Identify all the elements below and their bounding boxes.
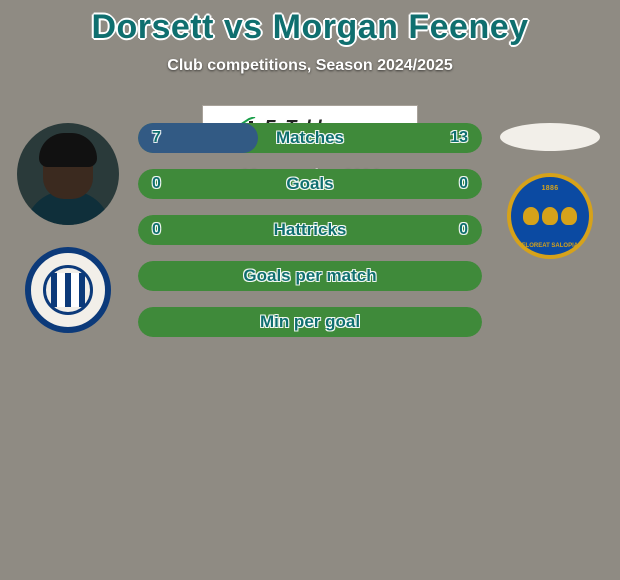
stat-bars: 713Matches 00Goals 00Hattricks Goals per ma…: [138, 123, 482, 353]
right-player-column: 1886 FLOREAT SALOPIA: [490, 105, 610, 259]
page-title: Dorsett vs Morgan Feeney: [0, 0, 620, 47]
left-player-avatar: [17, 123, 119, 225]
stat-label: Matches: [138, 123, 482, 153]
stat-row: Min per goal: [138, 307, 482, 337]
subtitle: Club competitions, Season 2024/2025: [0, 57, 620, 75]
stat-row: 00Hattricks: [138, 215, 482, 245]
stat-row: 713Matches: [138, 123, 482, 153]
stat-label: Goals: [138, 169, 482, 199]
stat-row: 00Goals: [138, 169, 482, 199]
stat-label: Hattricks: [138, 215, 482, 245]
stat-label: Goals per match: [138, 261, 482, 291]
stat-label: Min per goal: [138, 307, 482, 337]
left-club-crest: [25, 247, 111, 333]
left-player-column: [8, 105, 128, 333]
right-player-avatar-placeholder: [500, 123, 600, 151]
stat-row: Goals per match: [138, 261, 482, 291]
right-club-crest: 1886 FLOREAT SALOPIA: [507, 173, 593, 259]
